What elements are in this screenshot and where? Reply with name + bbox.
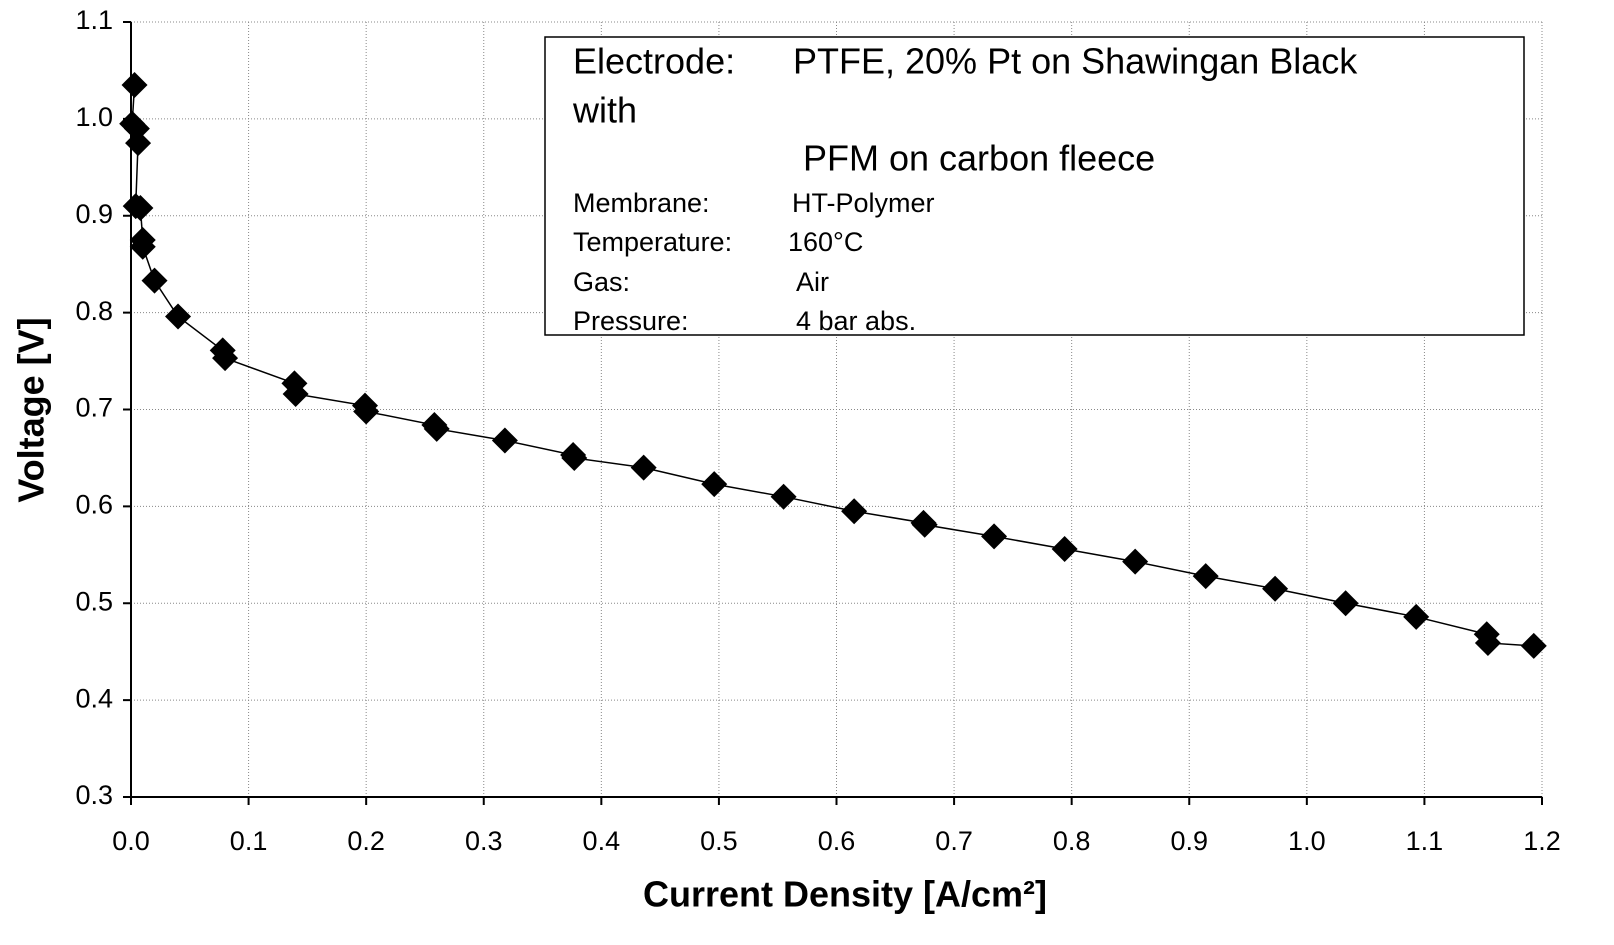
annotation: PFM on carbon fleece [803, 138, 1155, 179]
annotation-text: Electrode: PTFE, 20% Pt on Shawingan Blac… [572, 41, 1358, 336]
annotation: Temperature: [573, 227, 732, 257]
annotation: Electrode: [573, 41, 735, 82]
data-point [770, 483, 797, 510]
annotation: with [572, 90, 637, 131]
x-tick-label: 0.8 [1053, 826, 1091, 856]
y-tick-label: 0.7 [75, 393, 113, 423]
y-tick-label: 0.4 [75, 683, 113, 713]
data-point [561, 444, 588, 471]
annotation: HT-Polymer [792, 188, 935, 218]
x-tick-label: 0.3 [465, 826, 503, 856]
annotation: Gas: [573, 267, 630, 297]
data-point [125, 130, 152, 157]
data-point [1332, 590, 1359, 617]
data-point [121, 71, 148, 98]
y-tick-label: 0.8 [75, 296, 113, 326]
x-tick-label: 0.6 [818, 826, 856, 856]
x-tick-label: 1.2 [1523, 826, 1561, 856]
data-point [491, 427, 518, 454]
data-point [630, 454, 657, 481]
data-point [141, 267, 168, 294]
y-tick-label: 0.9 [75, 199, 113, 229]
data-point [1262, 575, 1289, 602]
y-axis-label: Voltage [V] [11, 317, 52, 502]
y-tick-label: 1.1 [75, 5, 113, 35]
data-point [1051, 536, 1078, 562]
x-tick-label: 0.5 [700, 826, 738, 856]
x-tick-label: 0.0 [112, 826, 150, 856]
x-tick-label: 0.4 [583, 826, 621, 856]
data-point [165, 303, 192, 330]
data-point [282, 381, 309, 407]
data-point [981, 523, 1008, 550]
data-point [701, 471, 728, 498]
x-axis-label: Current Density [A/cm²] [643, 874, 1047, 915]
y-tick-label: 0.3 [75, 780, 113, 810]
x-tick-label: 1.0 [1288, 826, 1326, 856]
x-tick-label: 0.9 [1170, 826, 1208, 856]
data-point [129, 233, 156, 260]
y-tick-label: 1.0 [75, 102, 113, 132]
x-tick-label: 0.2 [347, 826, 385, 856]
annotation: Pressure: [573, 306, 689, 336]
annotation: Air [796, 267, 829, 297]
data-point [1474, 629, 1501, 656]
annotation: 160°C [788, 227, 863, 257]
annotation: Membrane: [573, 188, 710, 218]
data-point [127, 195, 154, 221]
x-tick-label: 0.1 [230, 826, 268, 856]
annotation-box [544, 36, 1525, 336]
data-point [1403, 603, 1430, 630]
data-point [911, 511, 938, 538]
data-point [423, 415, 450, 442]
data-point [212, 345, 239, 372]
data-point [1520, 632, 1547, 659]
x-tick-label: 0.7 [935, 826, 973, 856]
data-point [353, 398, 380, 425]
y-tick-label: 0.6 [75, 490, 113, 520]
data-point [123, 115, 150, 142]
annotation: 4 bar abs. [796, 306, 916, 336]
data-point [1122, 548, 1149, 575]
x-tick-label: 1.1 [1406, 826, 1444, 856]
data-point [841, 498, 868, 525]
y-tick-label: 0.5 [75, 586, 113, 616]
data-point [1192, 563, 1219, 590]
annotation: PTFE, 20% Pt on Shawingan Black [793, 41, 1358, 82]
